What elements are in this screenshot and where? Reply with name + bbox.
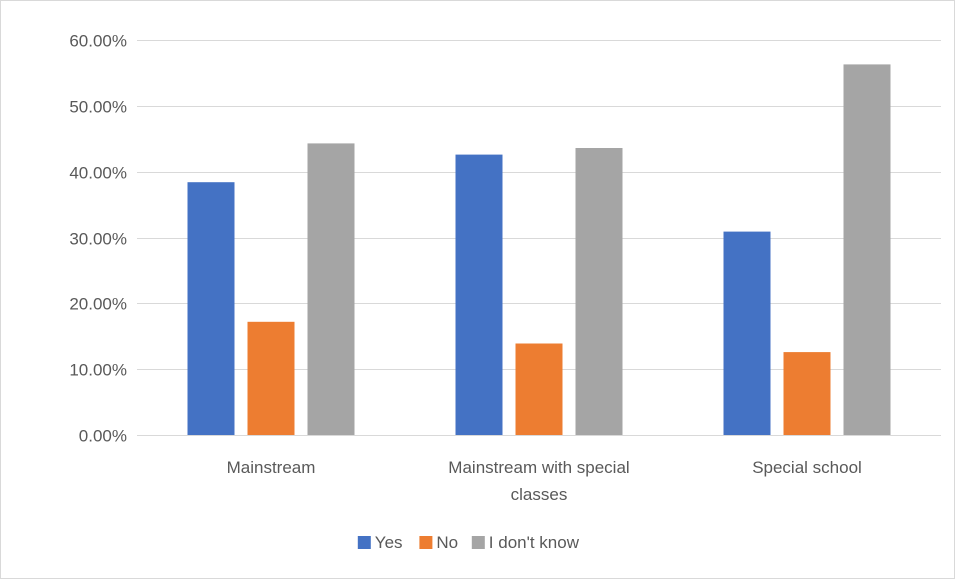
- category-label: classes: [511, 485, 568, 504]
- bar-no: [783, 352, 831, 435]
- bar-no: [247, 321, 295, 435]
- bar-yes: [723, 231, 771, 435]
- bar-yes: [455, 154, 503, 435]
- legend-swatch: [419, 536, 433, 549]
- bar-yes: [187, 182, 235, 435]
- category-label: Special school: [752, 458, 862, 477]
- y-tick-label: 30.00%: [69, 230, 127, 249]
- legend-label: No: [436, 533, 458, 552]
- legend-swatch: [471, 536, 485, 549]
- y-tick-label: 20.00%: [69, 295, 127, 314]
- bar-i-don-t-know: [843, 64, 891, 436]
- category-label: Mainstream with special: [448, 458, 629, 477]
- legend-swatch: [357, 536, 371, 549]
- category-label: Mainstream: [227, 458, 316, 477]
- y-tick-label: 40.00%: [69, 164, 127, 183]
- y-tick-label: 10.00%: [69, 361, 127, 380]
- bar-no: [515, 343, 563, 435]
- bar-i-don-t-know: [307, 143, 355, 435]
- y-tick-label: 0.00%: [79, 427, 127, 446]
- legend-label: Yes: [375, 533, 403, 552]
- y-tick-label: 60.00%: [69, 32, 127, 51]
- bar-i-don-t-know: [575, 148, 623, 435]
- legend-label: I don't know: [489, 533, 580, 552]
- y-tick-label: 50.00%: [69, 98, 127, 117]
